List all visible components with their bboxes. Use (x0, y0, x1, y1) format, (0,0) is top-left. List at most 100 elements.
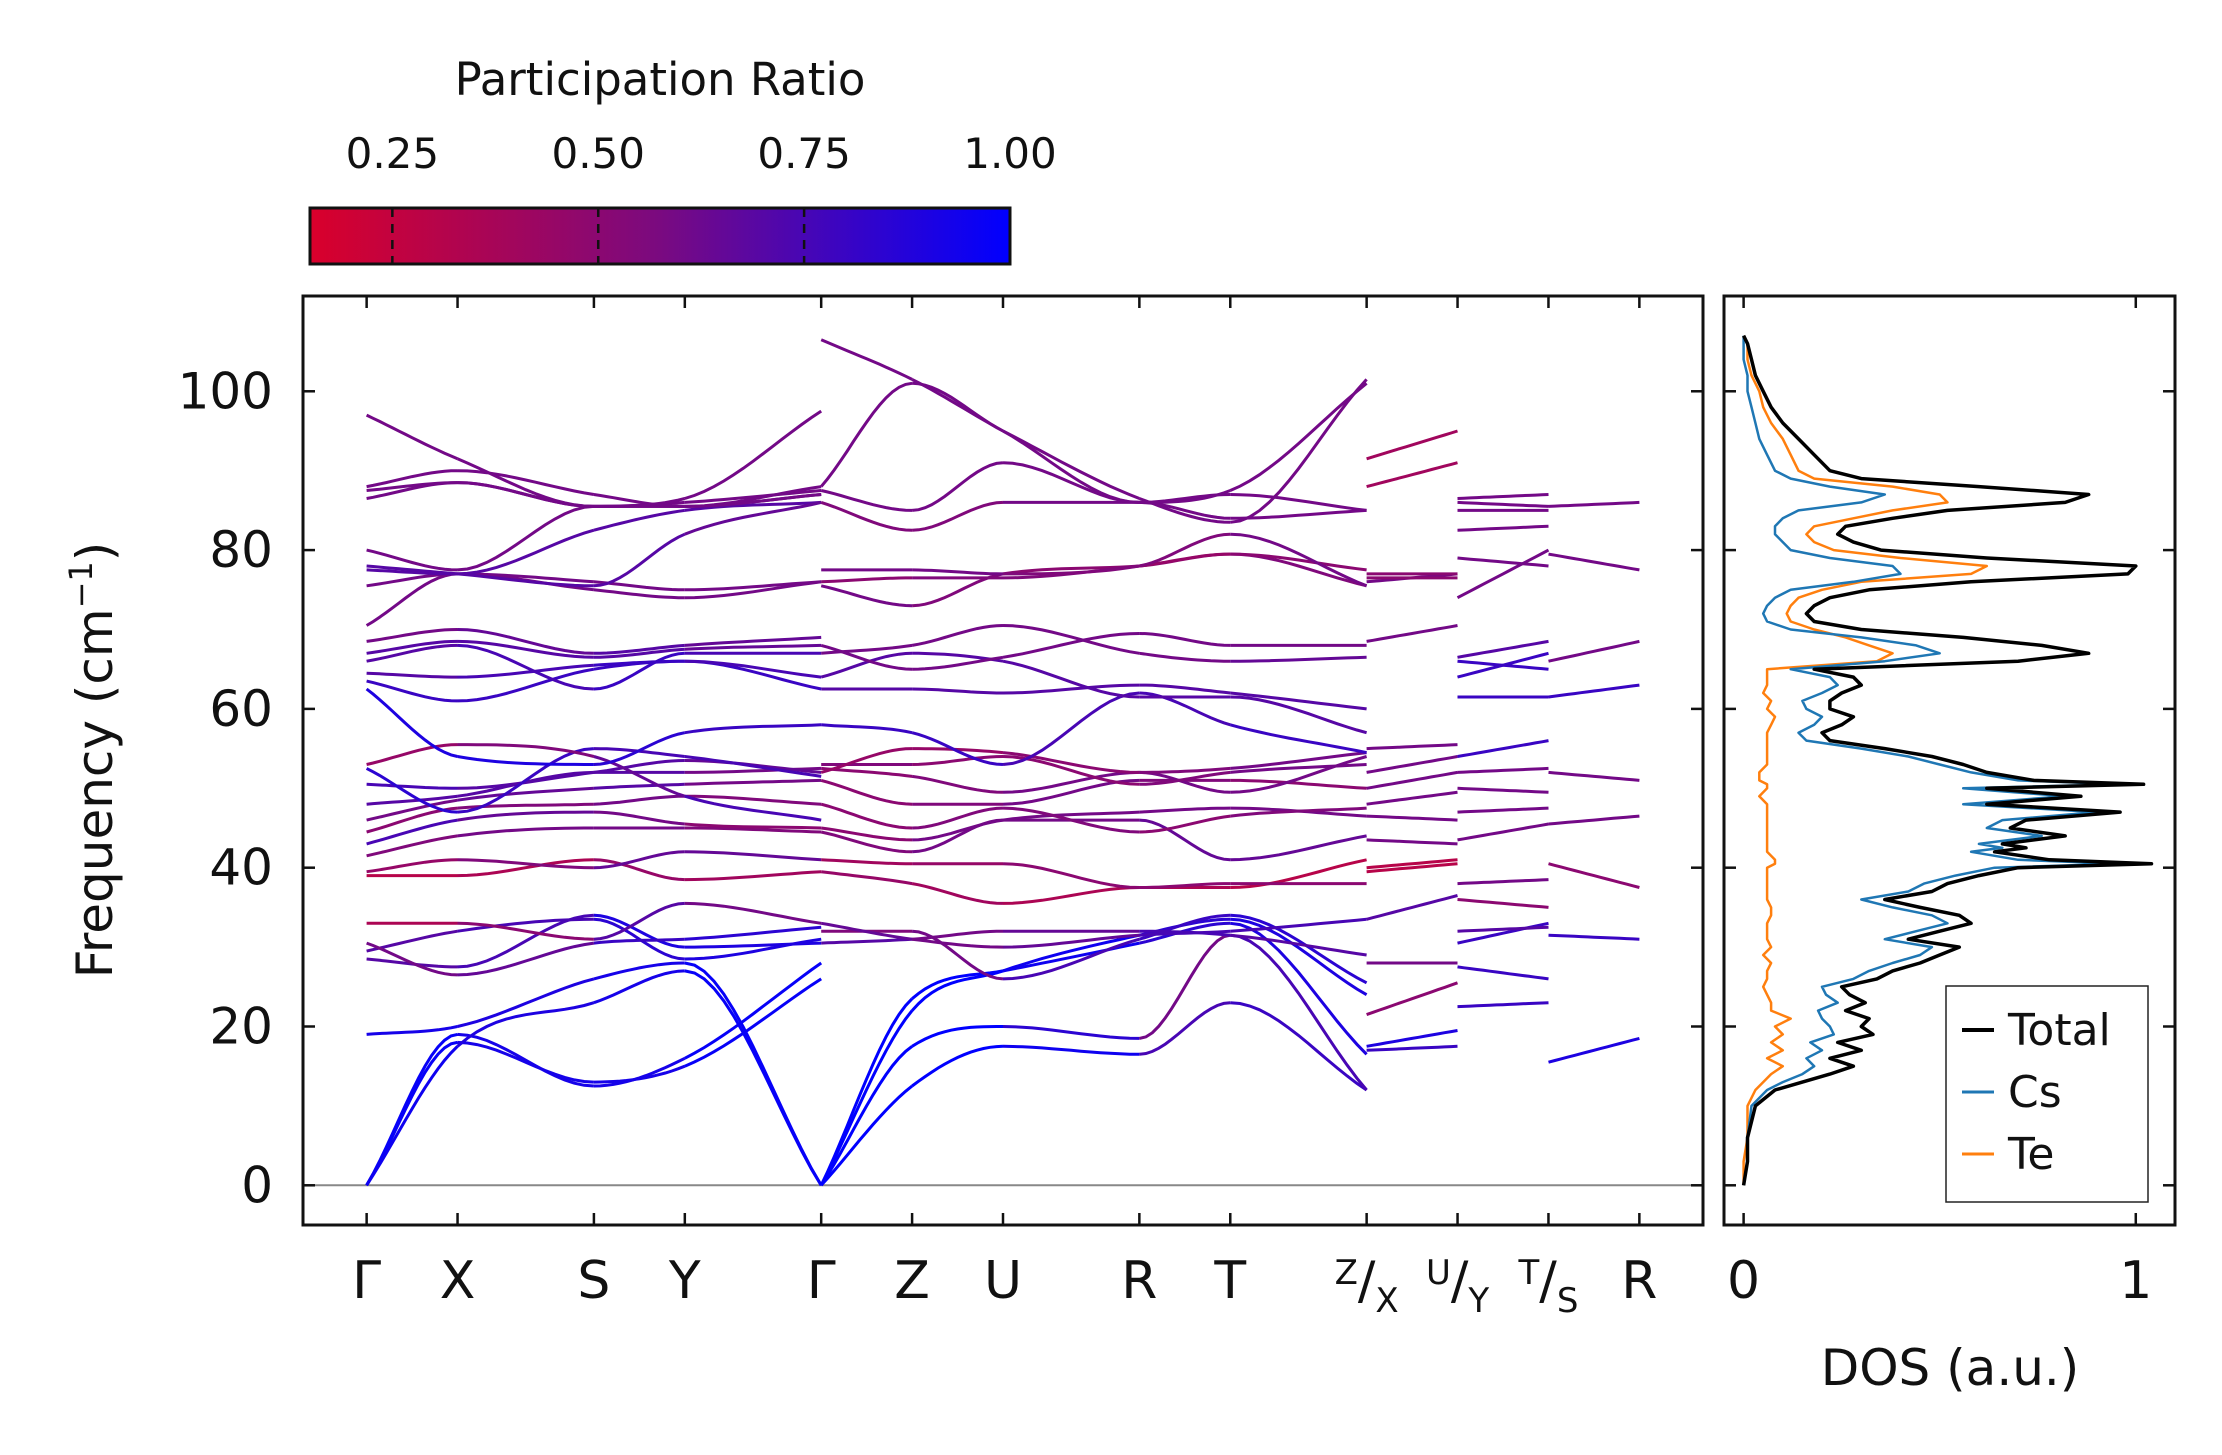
band-piece (1230, 806, 1367, 818)
band-piece (821, 766, 913, 778)
band-piece (1366, 743, 1458, 751)
band-piece (1548, 639, 1640, 663)
band-piece (684, 937, 822, 961)
band-piece (1457, 766, 1549, 774)
phonon-band (1548, 639, 1640, 663)
band-piece (912, 655, 1004, 671)
band-piece (684, 580, 822, 600)
ylabel-close: ) (66, 542, 124, 562)
band-piece (457, 858, 594, 878)
phonon-band (366, 858, 822, 882)
band-piece (1229, 723, 1367, 755)
band-piece (1139, 552, 1231, 568)
band-piece (1230, 655, 1367, 663)
band-piece (1139, 1001, 1231, 1056)
band-piece (1230, 378, 1368, 524)
band-piece (1457, 806, 1549, 814)
band-piece (1457, 878, 1549, 886)
band-piece (1230, 755, 1368, 794)
phonon-band (821, 683, 1367, 711)
band-piece (821, 723, 913, 735)
band-piece (1230, 917, 1367, 933)
band-piece (819, 1009, 914, 1186)
band-piece (1002, 659, 1140, 699)
band-piece (366, 643, 458, 663)
phonon-band (1366, 624, 1458, 643)
band-piece (912, 818, 1004, 842)
phonon-band (1548, 683, 1640, 699)
band-piece (684, 580, 822, 592)
band-piece (1457, 556, 1549, 568)
phonon-band (366, 961, 823, 1187)
band-piece (456, 1001, 595, 1048)
phonon-band (1366, 743, 1458, 751)
band-piece (593, 810, 685, 826)
band-piece (684, 409, 823, 500)
dos-curves (1741, 334, 2154, 1186)
dos-axis-label: DOS (a.u.) (1821, 1339, 2080, 1397)
band-piece (365, 1045, 459, 1187)
band-piece (1230, 913, 1368, 985)
band-piece (1230, 778, 1367, 790)
band-piece (457, 1032, 595, 1088)
band-piece (912, 755, 1004, 766)
band-piece (593, 1064, 686, 1084)
band-piece (1548, 1036, 1640, 1064)
band-piece (1548, 933, 1640, 941)
phonon-band (820, 378, 1368, 524)
band-piece (1457, 965, 1549, 981)
band-piece (1139, 933, 1231, 1040)
kpoint-label: U (984, 1251, 1022, 1311)
band-piece (366, 743, 458, 766)
band-piece (593, 651, 685, 691)
phonon-band (1366, 894, 1458, 921)
phonon-band (1366, 838, 1458, 846)
phonon-band (366, 659, 822, 679)
band-piece (911, 624, 1004, 647)
kpoint-label: R (1621, 1251, 1657, 1311)
band-piece (365, 767, 458, 814)
phonon-band (366, 500, 822, 588)
band-piece (1548, 814, 1640, 826)
band-piece (684, 977, 823, 1068)
band-piece (819, 1045, 914, 1187)
phonon-band (1457, 806, 1549, 814)
band-piece (911, 929, 1004, 941)
band-piece (820, 826, 913, 842)
band-piece (1230, 933, 1368, 1091)
band-piece (1002, 1044, 1140, 1056)
phonon-band (1457, 822, 1549, 842)
phonon-band (1457, 659, 1549, 671)
band-piece (684, 794, 822, 806)
kpoint-label: T (1213, 1251, 1246, 1311)
band-piece (457, 469, 595, 496)
band-piece (820, 1084, 914, 1187)
band-piece (911, 1025, 1003, 1048)
band-piece (1230, 834, 1367, 862)
band-piece (684, 925, 822, 941)
band-piece (366, 548, 458, 572)
band-piece (1230, 1001, 1368, 1092)
band-piece (1457, 786, 1549, 794)
band-piece (1002, 937, 1140, 981)
band-piece (456, 457, 594, 508)
band-piece (820, 381, 913, 488)
band-piece (684, 901, 822, 925)
band-piece (1366, 790, 1458, 806)
band-piece (1002, 632, 1140, 659)
band-piece (1002, 862, 1140, 889)
kpoint-label: X (440, 1251, 476, 1311)
band-piece (1366, 838, 1458, 846)
phonon-band (1548, 1036, 1640, 1064)
legend-label-total: Total (2007, 1005, 2111, 1056)
phonon-band (820, 500, 1367, 532)
band-piece (1366, 770, 1458, 790)
phonon-band (821, 755, 1367, 786)
phonon-band (365, 687, 822, 766)
band-piece (1457, 493, 1549, 500)
band-piece (821, 870, 913, 886)
dos-x-tick-label: 1 (2119, 1251, 2152, 1311)
band-piece (1139, 489, 1231, 504)
